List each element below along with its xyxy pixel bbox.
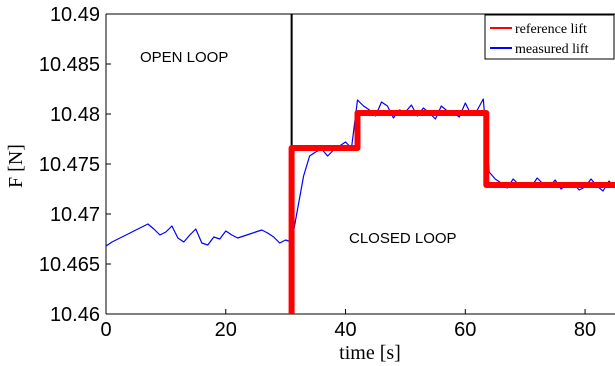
- y-tick-label: 10.465: [39, 254, 100, 276]
- annotation-open-loop: OPEN LOOP: [140, 49, 228, 66]
- y-tick-label: 10.48: [50, 104, 100, 126]
- y-ticks: 10.46 10.465 10.47 10.475 10.48 10.485 10.49: [39, 4, 111, 326]
- y-tick-label: 10.485: [39, 54, 100, 76]
- legend: reference lift measured lift: [484, 14, 615, 60]
- x-tick-label: 60: [454, 319, 476, 341]
- legend-label-reference-lift: reference lift: [515, 22, 587, 37]
- x-tick-label: 80: [574, 319, 596, 341]
- plot-area: [106, 14, 615, 314]
- legend-label-measured-lift: measured lift: [515, 42, 589, 57]
- y-tick-label: 10.475: [39, 154, 100, 176]
- x-tick-label: 20: [215, 319, 237, 341]
- legend-box: [484, 14, 615, 60]
- x-axis-label: time [s]: [339, 342, 401, 364]
- y-tick-label: 10.46: [50, 304, 100, 326]
- annotation-closed-loop: CLOSED LOOP: [349, 230, 457, 247]
- y-tick-label: 10.47: [50, 204, 100, 226]
- y-axis-label: F [N]: [5, 144, 27, 188]
- series-group: [105, 98, 615, 314]
- x-tick-label: 0: [100, 319, 111, 341]
- y-tick-label: 10.49: [50, 4, 100, 26]
- series-reference-lift-line: [288, 110, 615, 314]
- x-ticks: 0 20 40 60 80: [100, 309, 596, 341]
- x-tick-label: 40: [334, 319, 356, 341]
